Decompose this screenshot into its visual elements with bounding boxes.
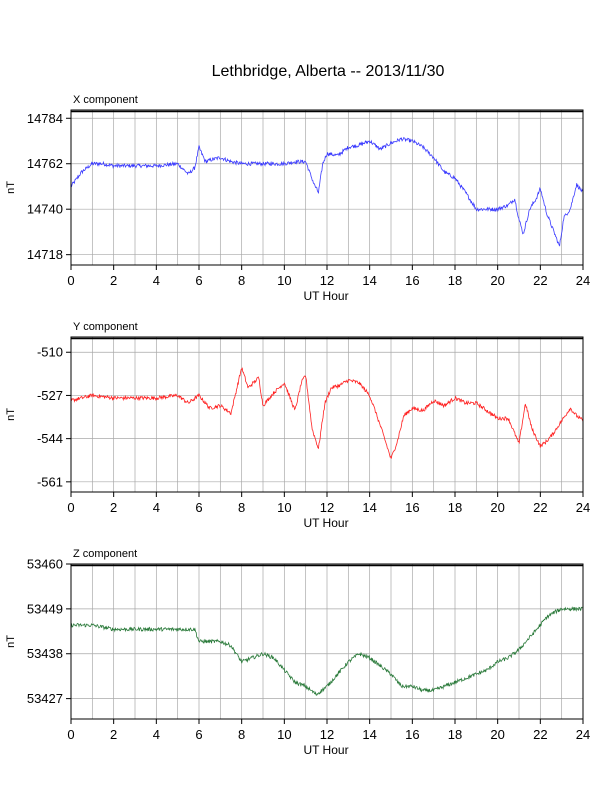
x-tick-label: 18 — [448, 727, 462, 742]
x-tick-label: 4 — [153, 273, 160, 288]
data-series-trace — [70, 367, 584, 459]
x-tick-label: 0 — [67, 727, 74, 742]
y-tick-label: 53438 — [27, 646, 63, 661]
x-tick-label: 10 — [277, 273, 291, 288]
x-tick-label: 16 — [405, 727, 419, 742]
x-tick-label: 0 — [67, 273, 74, 288]
x-axis-label: UT Hour — [303, 743, 348, 757]
chart-title: Lethbridge, Alberta -- 2013/11/30 — [212, 63, 445, 80]
x-tick-label: 10 — [277, 727, 291, 742]
x-tick-label: 22 — [533, 727, 547, 742]
y-tick-label: 14784 — [27, 111, 63, 126]
x-tick-label: 8 — [238, 500, 245, 515]
x-tick-label: 14 — [362, 273, 376, 288]
x-tick-label: 0 — [67, 500, 74, 515]
x-tick-label: 6 — [195, 273, 202, 288]
x-tick-label: 6 — [195, 500, 202, 515]
x-tick-label: 12 — [320, 273, 334, 288]
y-tick-label: 14718 — [27, 247, 63, 262]
x-tick-label: 18 — [448, 273, 462, 288]
x-tick-label: 10 — [277, 500, 291, 515]
y-axis-label: nT — [5, 635, 17, 648]
panel-1: 0 2 4 6 8 10 12 14 16 18 20 22 241471814740147621478… — [5, 94, 590, 303]
x-axis-label: UT Hour — [303, 289, 348, 303]
y-tick-label: 14740 — [27, 202, 63, 217]
x-tick-label: 8 — [238, 273, 245, 288]
panel-label: X component — [73, 94, 138, 106]
y-tick-label: 53449 — [27, 601, 63, 616]
panel-label: Z component — [73, 548, 137, 560]
x-tick-label: 12 — [320, 727, 334, 742]
x-tick-label: 2 — [110, 500, 117, 515]
panel-label: Y component — [73, 321, 138, 333]
y-tick-label: -544 — [37, 431, 63, 446]
x-tick-label: 22 — [533, 500, 547, 515]
data-series-trace — [70, 136, 583, 247]
x-tick-label: 14 — [362, 500, 376, 515]
x-tick-label: 18 — [448, 500, 462, 515]
y-tick-label: 14762 — [27, 156, 63, 171]
x-tick-label: 22 — [533, 273, 547, 288]
y-tick-label: 53427 — [27, 691, 63, 706]
data-series-trace — [70, 606, 584, 696]
y-tick-label: -561 — [37, 474, 63, 489]
y-tick-label: -527 — [37, 388, 63, 403]
x-tick-label: 24 — [576, 273, 590, 288]
x-tick-label: 20 — [490, 727, 504, 742]
x-tick-label: 4 — [153, 500, 160, 515]
x-tick-label: 16 — [405, 500, 419, 515]
x-tick-label: 2 — [110, 273, 117, 288]
x-tick-label: 12 — [320, 500, 334, 515]
x-tick-label: 20 — [490, 273, 504, 288]
x-tick-label: 20 — [490, 500, 504, 515]
x-tick-label: 24 — [576, 500, 590, 515]
x-tick-label: 2 — [110, 727, 117, 742]
x-tick-label: 16 — [405, 273, 419, 288]
x-tick-label: 8 — [238, 727, 245, 742]
x-tick-label: 24 — [576, 727, 590, 742]
x-tick-label: 14 — [362, 727, 376, 742]
x-axis-label: UT Hour — [303, 516, 348, 530]
y-axis-label: nT — [5, 408, 17, 421]
x-tick-label: 4 — [153, 727, 160, 742]
x-tick-label: 6 — [195, 727, 202, 742]
y-tick-label: 53460 — [27, 557, 63, 572]
panel-3: 0 2 4 6 8 10 12 14 16 18 20 22 245342753438534495346… — [5, 548, 590, 757]
y-tick-label: -510 — [37, 345, 63, 360]
y-axis-label: nT — [5, 181, 17, 194]
